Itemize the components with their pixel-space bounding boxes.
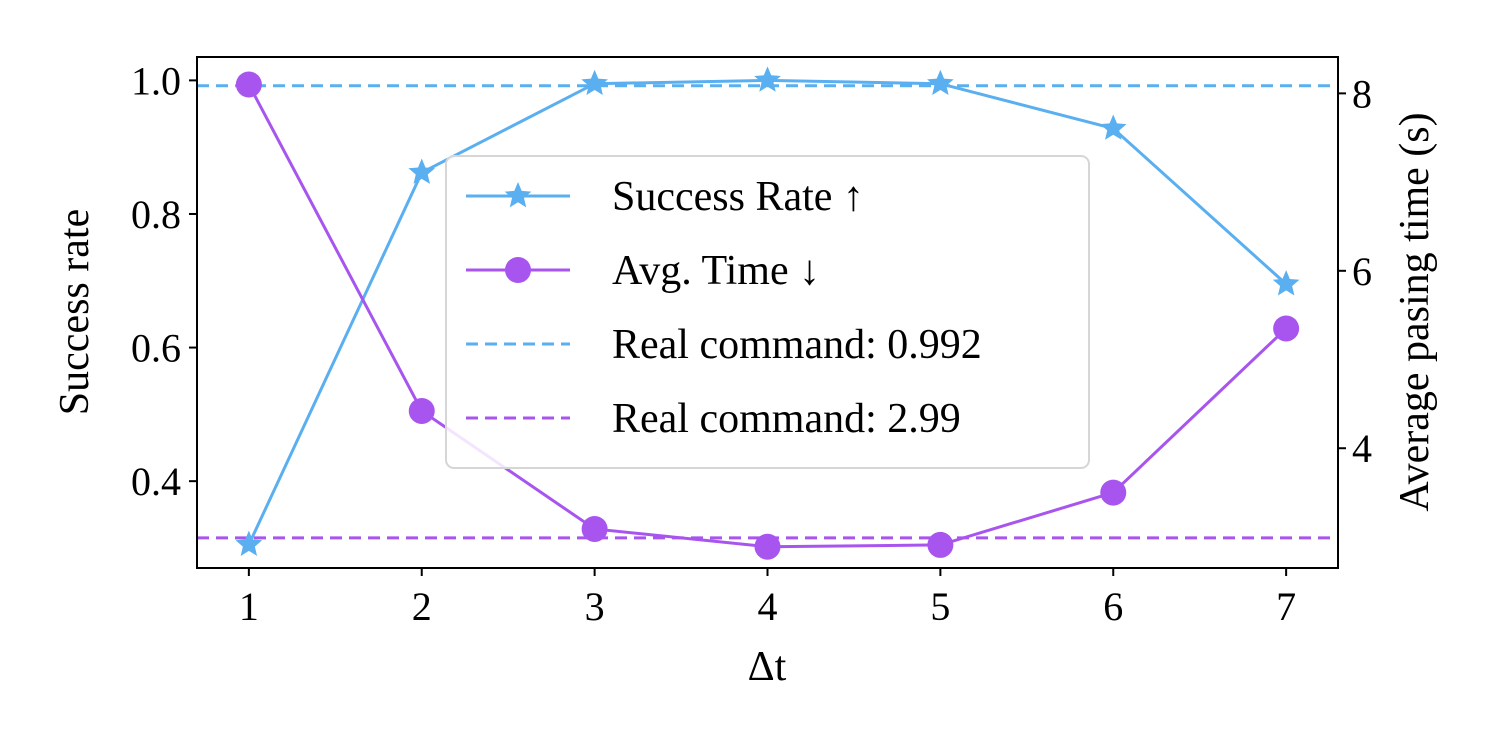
y-left-tick-label: 0.6	[131, 326, 181, 371]
success-rate-point-1	[235, 530, 263, 556]
x-tick-label: 4	[758, 584, 778, 629]
x-tick-label: 1	[239, 584, 259, 629]
legend-label-1: Success Rate ↑	[612, 174, 864, 220]
legend-circle-icon	[505, 257, 531, 283]
y-right-tick-label: 8	[1352, 71, 1372, 116]
x-tick-label: 5	[930, 584, 950, 629]
success-rate-point-5	[927, 69, 954, 96]
y-axis-right-label: Average pasing time (s)	[1392, 112, 1438, 511]
y-left-tick-label: 0.4	[131, 459, 181, 504]
success-rate-point-7	[1272, 270, 1300, 296]
legend-box	[445, 155, 1090, 469]
success-rate-point-6	[1099, 114, 1127, 140]
success-rate-point-3	[581, 69, 608, 96]
x-tick-label: 7	[1276, 584, 1296, 629]
y-axis-left-label: Success rate	[52, 209, 98, 415]
avg-time-point-7	[1273, 315, 1300, 342]
avg-time-point-4	[754, 533, 781, 560]
y-left-tick-label: 0.8	[131, 192, 181, 237]
y-right-tick-label: 6	[1352, 249, 1372, 294]
legend-label-2: Avg. Time ↓	[612, 248, 820, 294]
x-tick-label: 6	[1103, 584, 1123, 629]
x-tick-label: 3	[585, 584, 605, 629]
avg-time-point-2	[408, 397, 435, 424]
legend-star-icon	[504, 182, 532, 208]
y-right-tick-label: 4	[1352, 426, 1372, 471]
avg-time-point-6	[1100, 479, 1127, 506]
legend-label-4: Real command: 2.99	[612, 396, 961, 442]
success-rate-point-4	[754, 66, 781, 92]
x-axis-label: Δt	[748, 644, 787, 690]
avg-time-point-3	[581, 515, 608, 542]
x-tick-label: 2	[412, 584, 432, 629]
y-left-tick-label: 1.0	[131, 58, 181, 103]
avg-time-point-5	[927, 531, 954, 558]
avg-time-point-1	[235, 71, 262, 98]
success-rate-point-2	[408, 158, 436, 184]
legend: Success Rate ↑ Avg. Time ↓ Real command: 0…	[445, 155, 1090, 469]
legend-label-3: Real command: 0.992	[612, 322, 982, 368]
